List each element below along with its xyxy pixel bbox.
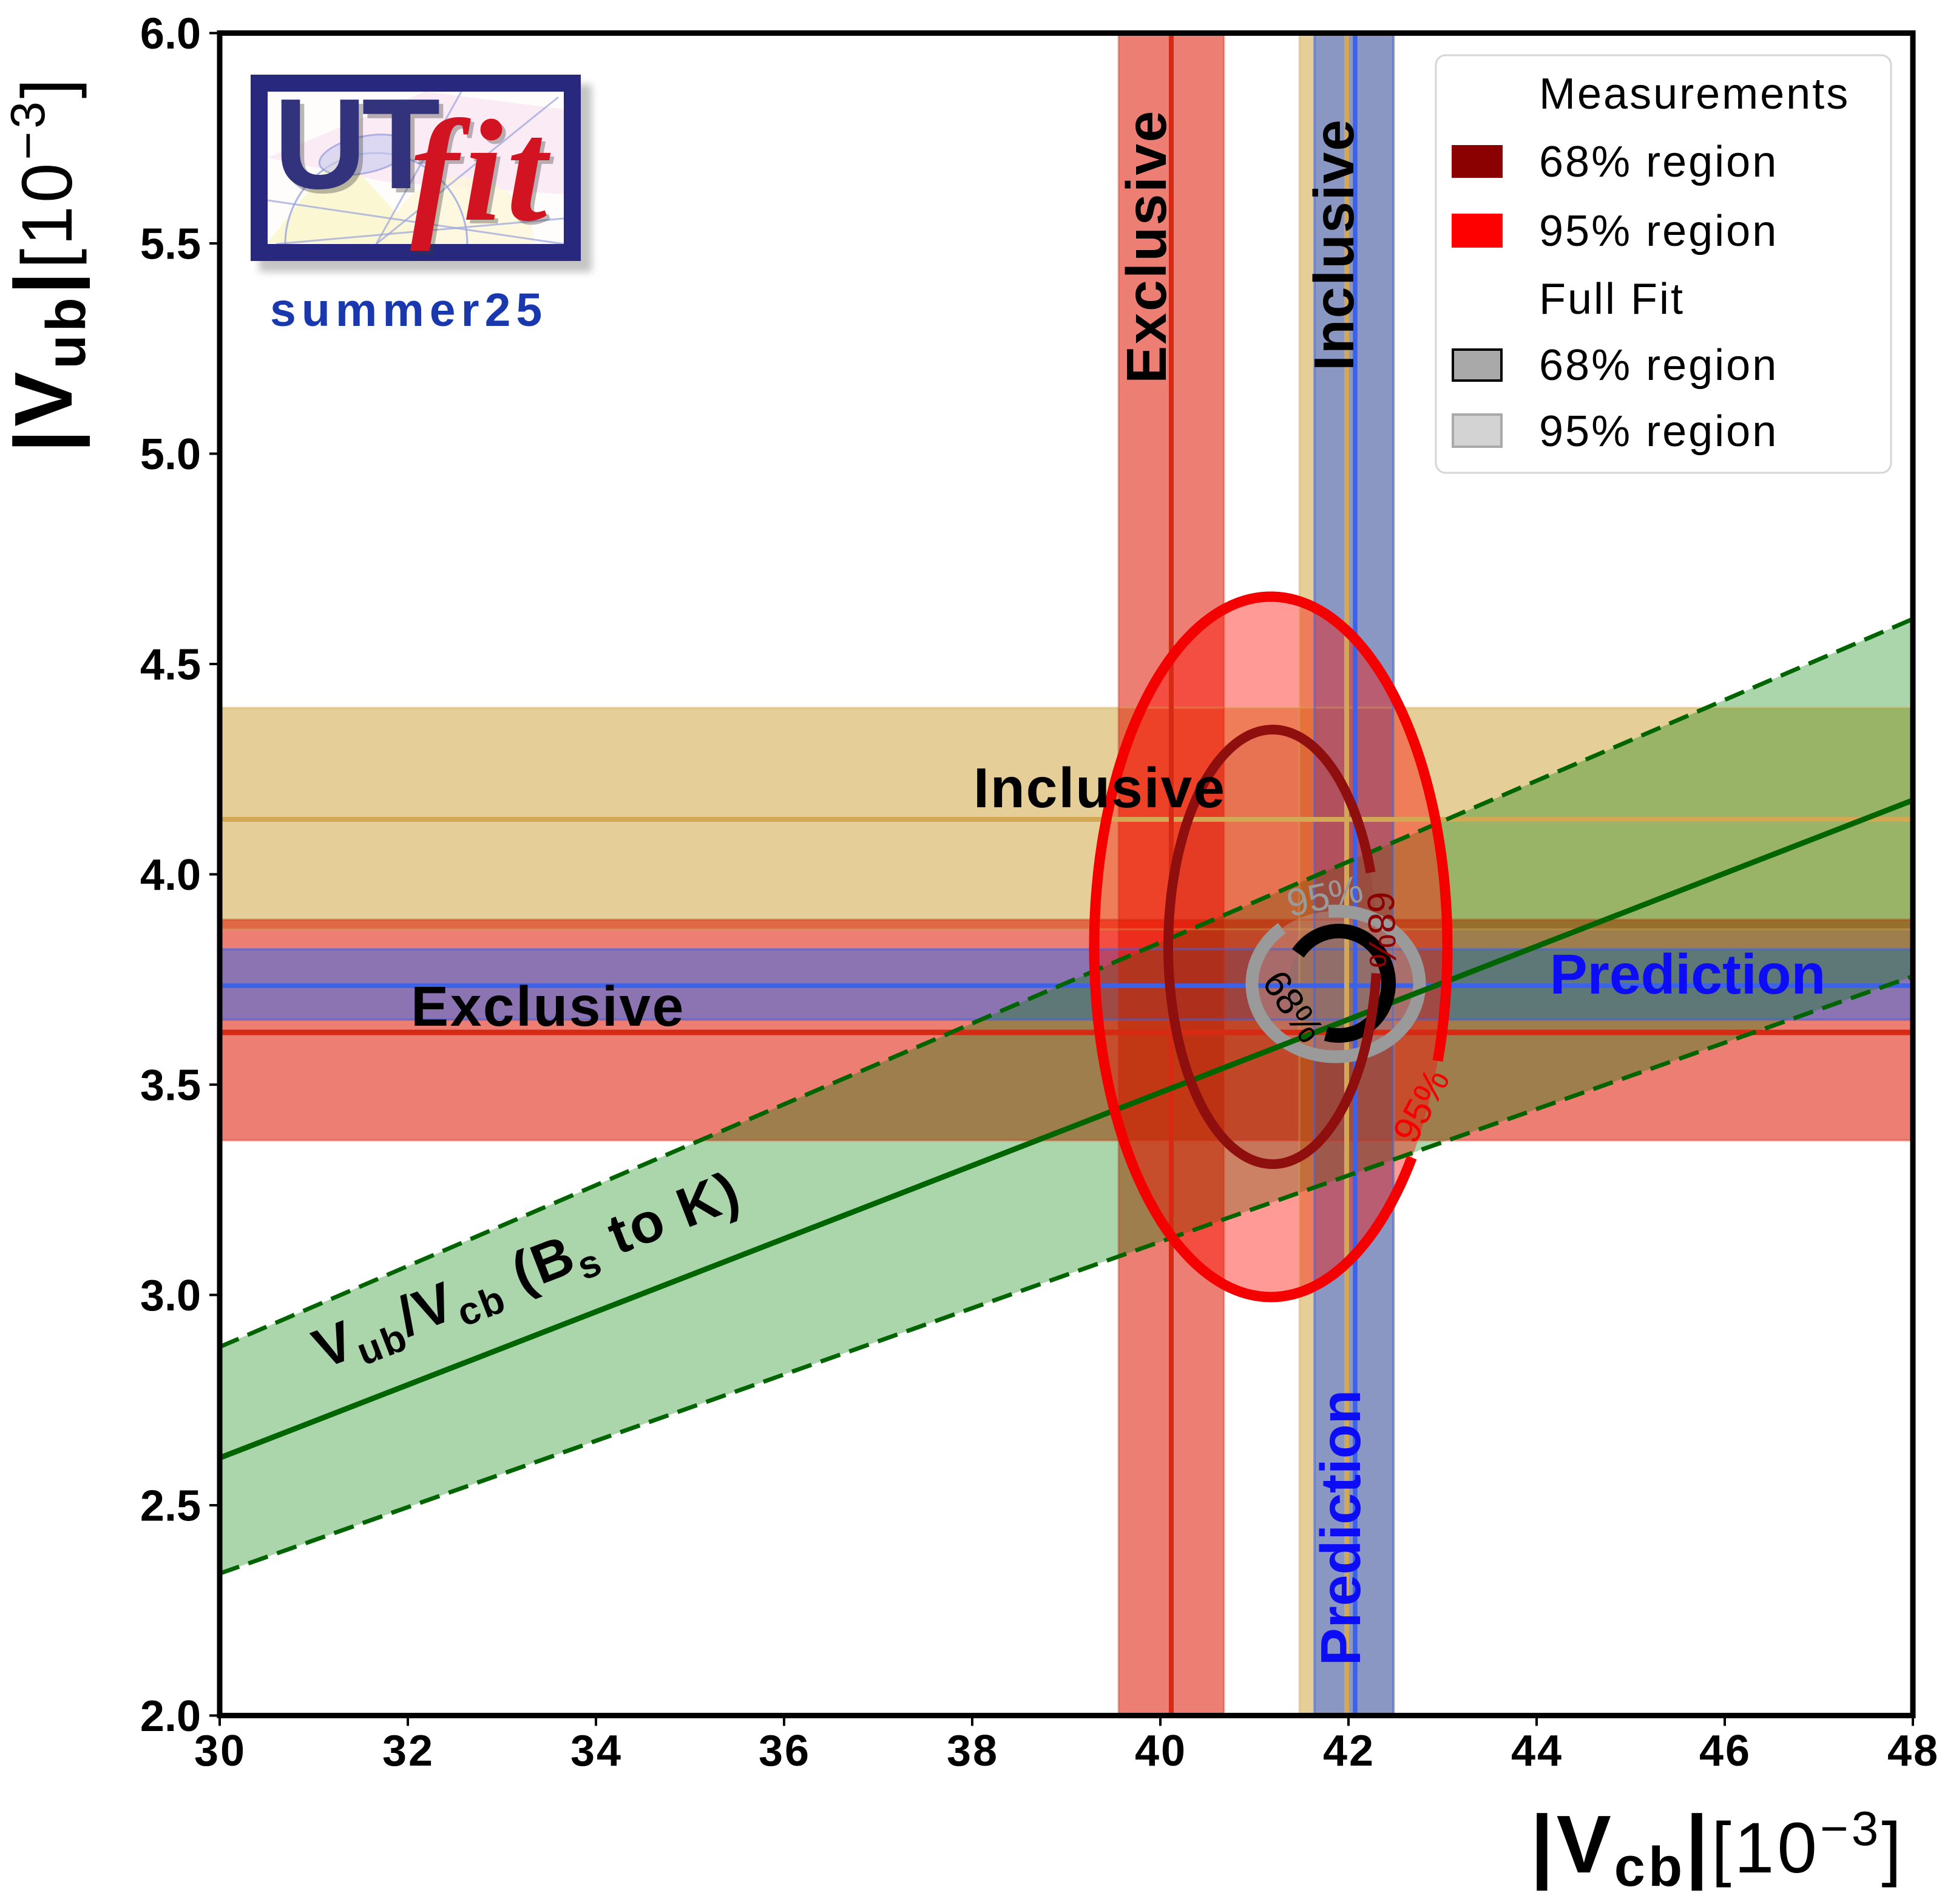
svg-text:44: 44 bbox=[1511, 1727, 1563, 1775]
svg-text:68% region: 68% region bbox=[1539, 138, 1778, 186]
svg-text:68%: 68% bbox=[1359, 891, 1404, 969]
svg-text:5.0: 5.0 bbox=[140, 430, 201, 479]
svg-text:fit: fit bbox=[410, 90, 551, 251]
svg-text:Full Fit: Full Fit bbox=[1539, 275, 1685, 324]
svg-text:95% region: 95% region bbox=[1539, 207, 1778, 256]
svg-text:48: 48 bbox=[1887, 1727, 1940, 1775]
svg-text:Exclusive: Exclusive bbox=[1115, 109, 1178, 384]
svg-text:38: 38 bbox=[947, 1727, 999, 1775]
svg-text:Prediction: Prediction bbox=[1550, 943, 1826, 1006]
svg-text:summer25: summer25 bbox=[270, 284, 547, 336]
svg-text:Prediction: Prediction bbox=[1309, 1390, 1372, 1666]
svg-text:Exclusive: Exclusive bbox=[411, 975, 685, 1038]
svg-text:UT: UT bbox=[274, 72, 439, 215]
svg-text:6.0: 6.0 bbox=[140, 10, 201, 58]
svg-text:Measurements: Measurements bbox=[1539, 70, 1850, 118]
svg-text:32: 32 bbox=[382, 1727, 435, 1775]
svg-text:UT: UT bbox=[278, 76, 444, 220]
svg-text:3.5: 3.5 bbox=[140, 1062, 201, 1110]
svg-text:Inclusive: Inclusive bbox=[1302, 118, 1365, 371]
svg-text:36: 36 bbox=[759, 1727, 811, 1775]
svg-text:42: 42 bbox=[1323, 1727, 1375, 1775]
svg-text:40: 40 bbox=[1135, 1727, 1187, 1775]
svg-text:46: 46 bbox=[1699, 1727, 1751, 1775]
svg-text:2.5: 2.5 bbox=[140, 1482, 201, 1531]
svg-text:Inclusive: Inclusive bbox=[973, 756, 1226, 819]
svg-text:5.5: 5.5 bbox=[140, 220, 201, 269]
svg-text:4.0: 4.0 bbox=[140, 851, 201, 899]
svg-text:3.0: 3.0 bbox=[140, 1272, 201, 1320]
svg-text:34: 34 bbox=[570, 1727, 623, 1775]
svg-text:2.0: 2.0 bbox=[140, 1692, 201, 1741]
svg-text:30: 30 bbox=[194, 1727, 246, 1775]
svg-text:|Vcb|[10−3]: |Vcb|[10−3] bbox=[1531, 1798, 1904, 1898]
svg-text:4.5: 4.5 bbox=[140, 641, 201, 689]
svg-text:68% region: 68% region bbox=[1539, 341, 1778, 390]
svg-text:fit: fit bbox=[414, 93, 555, 255]
svg-text:95% region: 95% region bbox=[1539, 407, 1778, 456]
